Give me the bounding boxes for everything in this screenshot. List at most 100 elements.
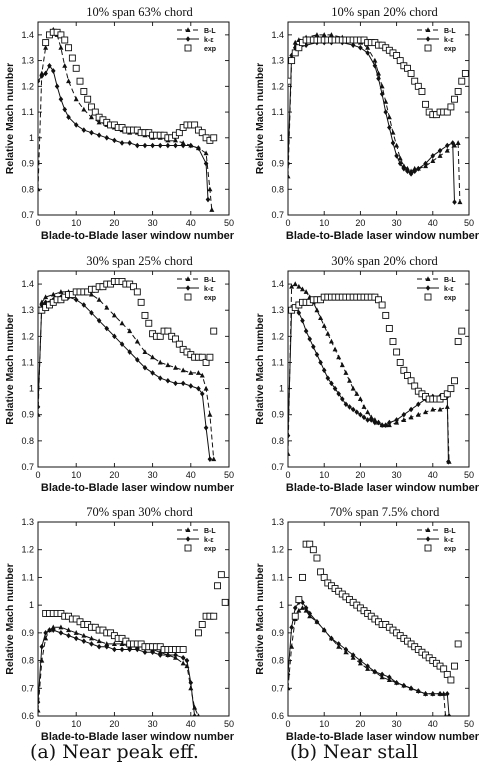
data-point-square xyxy=(191,121,199,129)
data-point-triangle xyxy=(437,406,443,412)
x-tick-label: 30 xyxy=(392,470,402,480)
data-point-triangle xyxy=(196,713,200,716)
data-point-triangle xyxy=(415,411,421,417)
caption-near-stall: (b) Near stall xyxy=(290,741,419,763)
y-tick-label: 1 xyxy=(279,133,284,143)
legend-marker-square xyxy=(184,544,192,552)
data-point-diamond xyxy=(379,671,385,678)
chart-panel-4: 30% span 20% chord 0 10 20 30 40 50 0.7 0.8 0.9 1 1… xyxy=(254,254,480,494)
data-point-diamond xyxy=(104,135,110,141)
legend: B-L k-ε exp xyxy=(417,276,456,302)
data-point-square xyxy=(447,103,455,111)
data-point-diamond xyxy=(112,137,117,144)
data-point-diamond xyxy=(73,122,79,128)
data-point-diamond xyxy=(157,652,163,658)
series-line xyxy=(38,28,213,210)
data-point-diamond xyxy=(135,142,140,149)
data-point-diamond xyxy=(358,657,363,664)
data-point-diamond xyxy=(343,646,349,653)
data-point-square xyxy=(443,670,451,678)
data-point-diamond xyxy=(142,364,148,371)
x-tick-label: 20 xyxy=(109,470,119,480)
data-point-triangle xyxy=(184,663,190,669)
data-point-diamond xyxy=(205,196,211,203)
x-tick-label: 10 xyxy=(71,218,81,228)
y-tick-label: 0.7 xyxy=(21,210,34,220)
data-point-triangle xyxy=(318,315,324,321)
data-point-diamond xyxy=(173,652,178,658)
data-point-square xyxy=(91,108,99,116)
data-point-square xyxy=(288,57,296,65)
data-point-triangle xyxy=(142,349,148,355)
y-axis-label: Relative Mach number xyxy=(4,313,16,424)
data-point-square xyxy=(217,571,225,579)
data-point-triangle xyxy=(444,147,450,153)
data-point-diamond xyxy=(296,310,302,316)
x-axis-label: Blade-to-Blade laser window number xyxy=(286,230,480,242)
legend-label: B-L xyxy=(444,528,456,535)
data-point-triangle xyxy=(336,354,342,360)
data-point-square xyxy=(422,100,430,108)
data-point-diamond xyxy=(89,310,94,316)
legend-label: k-ε xyxy=(204,37,214,44)
plot-frame xyxy=(37,270,230,468)
data-point-triangle xyxy=(165,362,171,368)
legend-label: exp xyxy=(204,546,216,553)
data-point-square xyxy=(288,77,292,85)
x-tick-label: 50 xyxy=(464,470,474,480)
data-point-triangle xyxy=(412,165,418,171)
plot-area xyxy=(288,540,462,716)
data-point-triangle xyxy=(127,328,133,334)
legend-label: k-ε xyxy=(444,537,454,544)
data-point-triangle xyxy=(289,283,295,289)
data-point-diamond xyxy=(387,674,392,680)
data-point-square xyxy=(80,88,88,95)
data-point-triangle xyxy=(408,168,414,174)
legend-marker-diamond xyxy=(185,536,191,542)
data-point-square xyxy=(291,612,299,620)
data-point-square xyxy=(76,77,84,85)
data-point-diamond xyxy=(81,302,87,308)
data-point-triangle xyxy=(288,173,291,179)
data-point-diamond xyxy=(430,691,436,697)
data-point-diamond xyxy=(89,641,94,647)
data-point-diamond xyxy=(401,411,407,418)
legend-marker-triangle xyxy=(425,276,431,281)
x-tick-label: 30 xyxy=(148,719,158,729)
data-point-diamond xyxy=(289,52,294,59)
data-point-diamond xyxy=(188,383,194,389)
data-point-diamond xyxy=(358,411,363,418)
series-triangle xyxy=(38,289,217,462)
data-point-square xyxy=(306,540,314,548)
caption-near-peak-eff: (a) Near peak eff. xyxy=(30,741,199,763)
x-tick-label: 0 xyxy=(35,470,40,480)
y-tick-label: 1 xyxy=(279,600,284,610)
data-point-diamond xyxy=(288,671,291,678)
data-point-diamond xyxy=(307,336,313,342)
data-point-diamond xyxy=(350,652,356,658)
data-point-square xyxy=(404,64,411,72)
x-axis-label: Blade-to-Blade laser window number xyxy=(41,731,235,743)
data-point-square xyxy=(404,372,411,379)
data-point-diamond xyxy=(188,679,194,686)
y-tick-label: 0.8 xyxy=(271,184,284,194)
data-point-triangle xyxy=(314,32,320,37)
data-point-diamond xyxy=(47,62,52,69)
data-point-diamond xyxy=(412,168,417,175)
data-point-triangle xyxy=(408,414,414,420)
plot-area xyxy=(38,571,229,716)
legend-label: k-ε xyxy=(444,37,454,44)
data-point-triangle xyxy=(119,641,125,646)
data-point-diamond xyxy=(365,663,370,669)
data-point-triangle xyxy=(328,338,334,344)
data-point-triangle xyxy=(372,417,378,422)
data-point-diamond xyxy=(288,160,291,167)
data-point-triangle xyxy=(39,70,45,76)
data-point-square xyxy=(451,662,458,670)
legend-marker-diamond xyxy=(185,36,191,42)
data-point-triangle xyxy=(50,291,56,297)
data-point-diamond xyxy=(180,142,186,149)
y-tick-label: 1.1 xyxy=(271,107,284,117)
data-point-diamond xyxy=(303,328,309,334)
data-point-diamond xyxy=(343,401,349,408)
